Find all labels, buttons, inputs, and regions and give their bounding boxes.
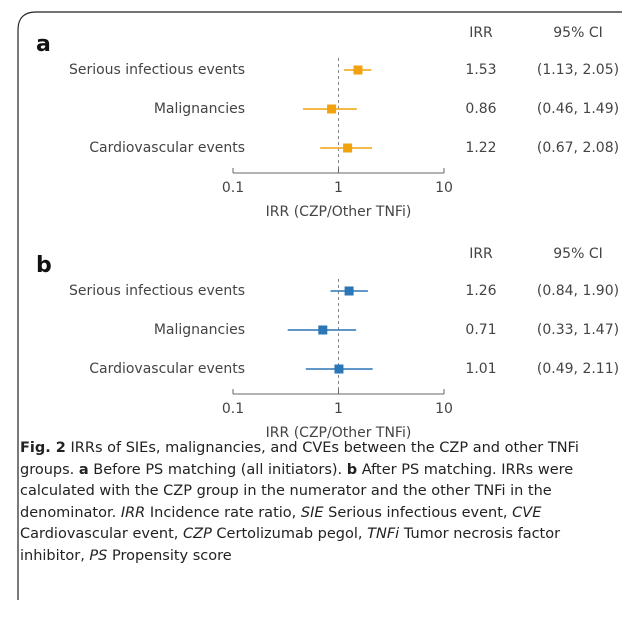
figure-border — [17, 11, 622, 600]
row-label: Serious infectious events — [69, 62, 245, 78]
column-header: IRR — [469, 246, 493, 262]
x-tick-label: 10 — [435, 180, 453, 196]
ci-label: (0.49, 2.11) — [537, 361, 619, 377]
caption-text: PS — [89, 547, 108, 564]
row-label: Malignancies — [154, 322, 245, 338]
x-tick-label: 10 — [435, 401, 453, 417]
point-estimate — [343, 143, 353, 153]
point-estimate — [334, 364, 344, 374]
value-label: 1.01 — [465, 361, 496, 377]
caption-text: After PS matching. IRRs were calculated … — [20, 461, 574, 521]
value-label: 1.22 — [465, 140, 496, 156]
caption-text: a — [78, 461, 89, 478]
caption-text: IRRs of SIEs, malignancies, and CVEs bet… — [20, 440, 579, 478]
point-estimate — [327, 104, 337, 114]
ci-label: (0.67, 2.08) — [537, 140, 619, 156]
caption-text: Propensity score — [107, 547, 232, 564]
ci-label: (0.84, 1.90) — [537, 283, 619, 299]
row-label: Cardiovascular events — [89, 140, 245, 156]
caption-text: Fig. 2 — [20, 440, 66, 456]
ci-label: (1.13, 2.05) — [537, 62, 619, 78]
row-label: Malignancies — [154, 101, 245, 117]
row-label: Serious infectious events — [69, 283, 245, 299]
x-axis-label: IRR (CZP/Other TNFi) — [266, 425, 412, 441]
caption-text: CZP — [183, 526, 212, 542]
caption-text: Certolizumab pegol, — [211, 526, 368, 542]
caption-text: b — [346, 461, 358, 478]
caption-text: CVE — [512, 504, 542, 521]
caption-text: Serious infectious event, — [323, 504, 513, 521]
caption-text: TNFi — [367, 526, 400, 542]
row-label: Cardiovascular events — [89, 361, 245, 377]
value-label: 0.71 — [465, 322, 496, 338]
value-label: 1.26 — [465, 283, 496, 299]
panel-label: a — [36, 32, 51, 57]
ci-label: (0.33, 1.47) — [537, 322, 619, 338]
column-header: 95% CI — [553, 25, 602, 41]
caption-text: Tumor necrosis factor inhibitor, — [20, 526, 561, 564]
value-label: 1.53 — [465, 62, 496, 78]
point-estimate — [353, 65, 363, 75]
value-label: 0.86 — [465, 101, 496, 117]
point-estimate — [344, 286, 354, 296]
ci-label: (0.46, 1.49) — [537, 101, 619, 117]
panel-label: b — [36, 253, 52, 278]
x-tick-label: 1 — [334, 180, 343, 196]
point-estimate — [318, 325, 328, 335]
x-axis-label: IRR (CZP/Other TNFi) — [266, 204, 412, 220]
caption-text: Incidence rate ratio, — [145, 504, 301, 521]
caption-text: IRR — [120, 504, 146, 521]
caption-text: Before PS matching (all initiators). — [88, 461, 347, 478]
x-tick-label: 0.1 — [222, 401, 244, 417]
caption-text: Cardiovascular event, — [20, 526, 184, 542]
caption-text: SIE — [300, 504, 324, 521]
x-tick-label: 0.1 — [222, 180, 244, 196]
column-header: IRR — [469, 25, 493, 41]
caption: Fig. 2 IRRs of SIEs, malignancies, and C… — [20, 438, 615, 567]
x-tick-label: 1 — [334, 401, 343, 417]
column-header: 95% CI — [553, 246, 602, 262]
